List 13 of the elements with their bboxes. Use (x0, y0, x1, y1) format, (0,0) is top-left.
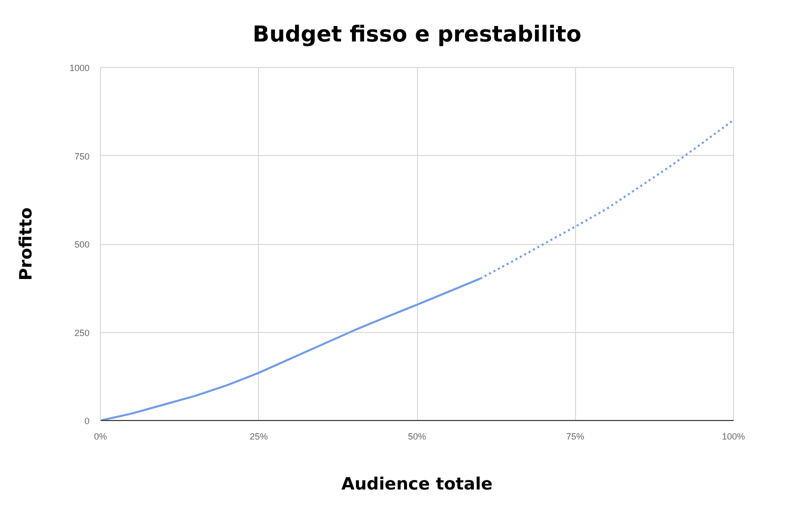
y-tick-label: 750 (74, 151, 90, 162)
y-axis-title: Profitto (16, 207, 36, 281)
y-tick-label: 500 (74, 240, 90, 250)
y-tick-label: 1000 (69, 63, 90, 73)
x-tick-label: 75% (566, 432, 584, 442)
y-tick-label: 0 (84, 416, 90, 426)
x-tick-label: 25% (250, 432, 268, 442)
x-axis-title: Audience totale (341, 474, 493, 494)
x-tick-label: 50% (408, 432, 426, 442)
x-tick-label: 100% (722, 432, 746, 442)
chart-title: Budget fisso e prestabilito (252, 22, 582, 48)
y-tick-label: 250 (74, 328, 90, 338)
x-tick-label: 0% (94, 432, 108, 442)
